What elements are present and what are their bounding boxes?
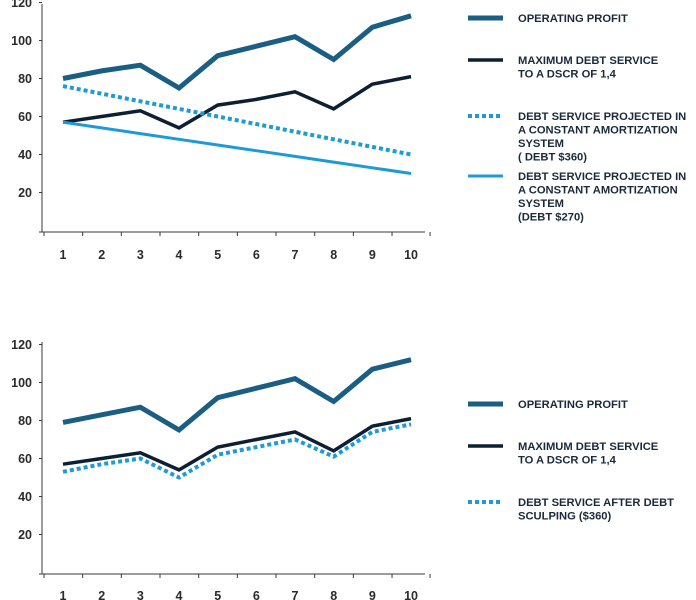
- series-line-1: [62, 357, 412, 434]
- legend-label: OPERATING PROFIT: [518, 13, 628, 25]
- y-tick-label: 60: [18, 452, 32, 466]
- series-line-3: [62, 422, 412, 480]
- y-tick-label: 60: [18, 110, 32, 124]
- legend-label: SYSTEM: [518, 138, 564, 150]
- x-tick-label: 3: [137, 248, 144, 262]
- y-tick-label: 120: [11, 338, 32, 352]
- legend-label: TO A DSCR OF 1,4: [518, 455, 617, 467]
- x-tick-label: 1: [60, 248, 67, 262]
- y-tick-label: 120: [11, 0, 32, 10]
- x-tick-label: 1: [60, 589, 67, 600]
- x-tick-label: 3: [137, 589, 144, 600]
- x-tick-label: 7: [292, 589, 299, 600]
- legend-label: SYSTEM: [518, 198, 564, 210]
- x-tick-label: 9: [369, 589, 376, 600]
- y-tick-label: 20: [18, 528, 32, 542]
- y-tick-label: 80: [18, 72, 32, 86]
- legend-label: TO A DSCR OF 1,4: [518, 69, 617, 81]
- chart-bottom: 20 40 60 80 100 120 1 2 3 4 5 6 7 8 9 10 OPERATING PROFI…: [11, 338, 674, 600]
- y-tick-label: 80: [18, 414, 32, 428]
- x-tick-label: 4: [176, 248, 183, 262]
- x-tick-label: 6: [253, 589, 260, 600]
- chart-top: 20 40 60 80 100 120 1 2 3 4 5 6 7 8 9 10 OPERATING PROFI…: [11, 0, 686, 262]
- y-tick-label: 40: [18, 490, 32, 504]
- legend-label: (DEBT $270): [518, 212, 584, 224]
- x-tick-label: 7: [292, 248, 299, 262]
- legend-label: DEBT SERVICE AFTER DEBT: [518, 497, 674, 509]
- x-tick-label: 8: [330, 589, 337, 600]
- series-line-2: [62, 416, 412, 472]
- series-line-2: [62, 74, 412, 130]
- y-tick-label: 20: [18, 186, 32, 200]
- x-tick-label: 5: [214, 589, 221, 600]
- x-tick-label: 10: [404, 248, 418, 262]
- x-tick-label: 5: [214, 248, 221, 262]
- legend-label: OPERATING PROFIT: [518, 399, 628, 411]
- x-tick-label: 2: [98, 248, 105, 262]
- series-line-4: [62, 120, 412, 175]
- x-tick-label: 8: [330, 248, 337, 262]
- x-tick-label: 6: [253, 248, 260, 262]
- x-tick-label: 2: [98, 589, 105, 600]
- legend-label: MAXIMUM DEBT SERVICE: [518, 55, 659, 67]
- y-tick-label: 40: [18, 148, 32, 162]
- y-tick-label: 100: [11, 376, 32, 390]
- legend-label: DEBT SERVICE PROJECTED IN: [518, 171, 686, 183]
- legend-label: SCULPING ($360): [518, 511, 612, 523]
- legend-label: A CONSTANT AMORTIZATION: [518, 125, 678, 137]
- legend-label: A CONSTANT AMORTIZATION: [518, 185, 678, 197]
- series-line-1: [62, 13, 412, 92]
- x-tick-label: 10: [404, 589, 418, 600]
- legend-label: DEBT SERVICE PROJECTED IN: [518, 111, 686, 123]
- y-tick-label: 100: [11, 34, 32, 48]
- legend-label: ( DEBT $360): [518, 152, 587, 164]
- series-line-3: [62, 84, 412, 157]
- x-tick-label: 9: [369, 248, 376, 262]
- x-tick-label: 4: [176, 589, 183, 600]
- legend-label: MAXIMUM DEBT SERVICE: [518, 441, 659, 453]
